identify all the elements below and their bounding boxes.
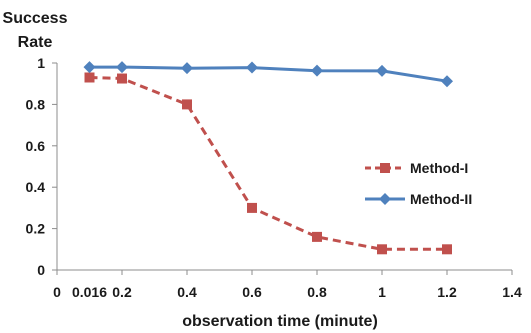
- data-point-diamond: [441, 75, 453, 88]
- y-tick-label: 0.8: [26, 96, 46, 112]
- x-tick-label: 1.2: [437, 284, 457, 300]
- data-point-diamond: [83, 61, 96, 74]
- data-point-diamond: [376, 64, 388, 77]
- legend-marker-method-i: [380, 163, 390, 173]
- legend-marker-method-ii: [379, 193, 391, 205]
- data-point-square: [377, 244, 387, 255]
- legend: Method-I Method-II: [365, 160, 472, 207]
- y-tick-label: 0: [37, 262, 45, 278]
- x-tick-label: 0: [53, 284, 61, 300]
- x-tick-label: 0.8: [307, 284, 327, 300]
- series-layer: [83, 61, 453, 255]
- data-point-square: [312, 231, 322, 242]
- y-tick-label: 1: [37, 55, 45, 71]
- x-tick-label-extra: 0.016: [72, 284, 107, 300]
- series-line-1: [89, 76, 447, 251]
- legend-label-method-ii: Method-II: [410, 191, 472, 207]
- y-tick-label: 0.2: [26, 221, 46, 237]
- data-point-diamond: [311, 64, 323, 77]
- x-tick-label: 1: [378, 284, 386, 300]
- x-tick-label: 1.4: [502, 284, 522, 300]
- x-tick-label: 0.6: [242, 284, 262, 300]
- series-line-2: [89, 65, 448, 83]
- data-point-square: [442, 244, 452, 255]
- data-point-diamond: [181, 62, 193, 75]
- y-tick-label: 0.6: [26, 138, 46, 154]
- x-tick-label: 0.4: [177, 284, 197, 300]
- data-point-diamond: [246, 61, 258, 74]
- data-point-diamond: [116, 61, 128, 74]
- legend-label-method-i: Method-I: [410, 160, 468, 176]
- x-ticks: 0 0.2 0.4 0.6 0.8 1 1.2 1.4 0.016: [53, 270, 522, 300]
- x-axis-title: observation time (minute): [182, 313, 378, 330]
- data-point-square: [247, 202, 257, 213]
- x-tick-label: 0.2: [112, 284, 132, 300]
- y-tick-label: 0.4: [26, 179, 46, 195]
- y-axis-title-line-1: Success: [3, 10, 68, 27]
- y-axis-title-line-2: Rate: [18, 34, 53, 51]
- data-point-square: [84, 72, 95, 83]
- data-point-square: [182, 99, 192, 110]
- data-point-square: [117, 73, 127, 84]
- y-ticks: 0 0.2 0.4 0.6 0.8 1: [26, 55, 57, 278]
